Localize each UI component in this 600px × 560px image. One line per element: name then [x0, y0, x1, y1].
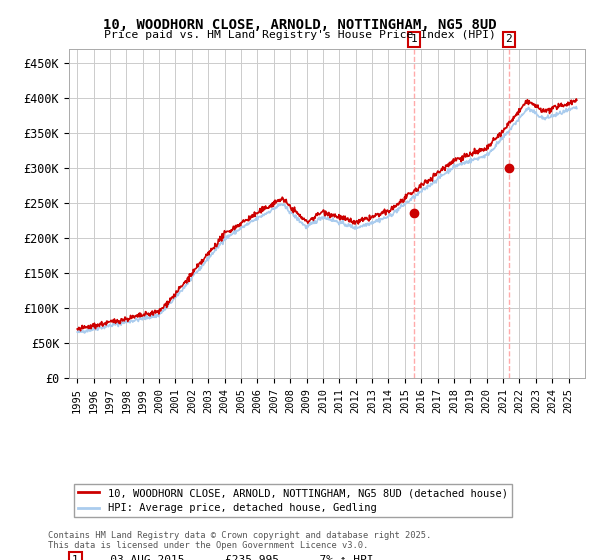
Text: 03-AUG-2015      £235,995      7% ↑ HPI: 03-AUG-2015 £235,995 7% ↑ HPI: [89, 556, 373, 560]
Text: 10, WOODHORN CLOSE, ARNOLD, NOTTINGHAM, NG5 8UD: 10, WOODHORN CLOSE, ARNOLD, NOTTINGHAM, …: [103, 18, 497, 32]
Text: Price paid vs. HM Land Registry's House Price Index (HPI): Price paid vs. HM Land Registry's House …: [104, 30, 496, 40]
Text: 1: 1: [411, 34, 418, 44]
Legend: 10, WOODHORN CLOSE, ARNOLD, NOTTINGHAM, NG5 8UD (detached house), HPI: Average p: 10, WOODHORN CLOSE, ARNOLD, NOTTINGHAM, …: [74, 484, 512, 517]
Text: 1: 1: [72, 556, 79, 560]
Text: 2: 2: [505, 34, 512, 44]
Text: Contains HM Land Registry data © Crown copyright and database right 2025.
This d: Contains HM Land Registry data © Crown c…: [48, 530, 431, 550]
